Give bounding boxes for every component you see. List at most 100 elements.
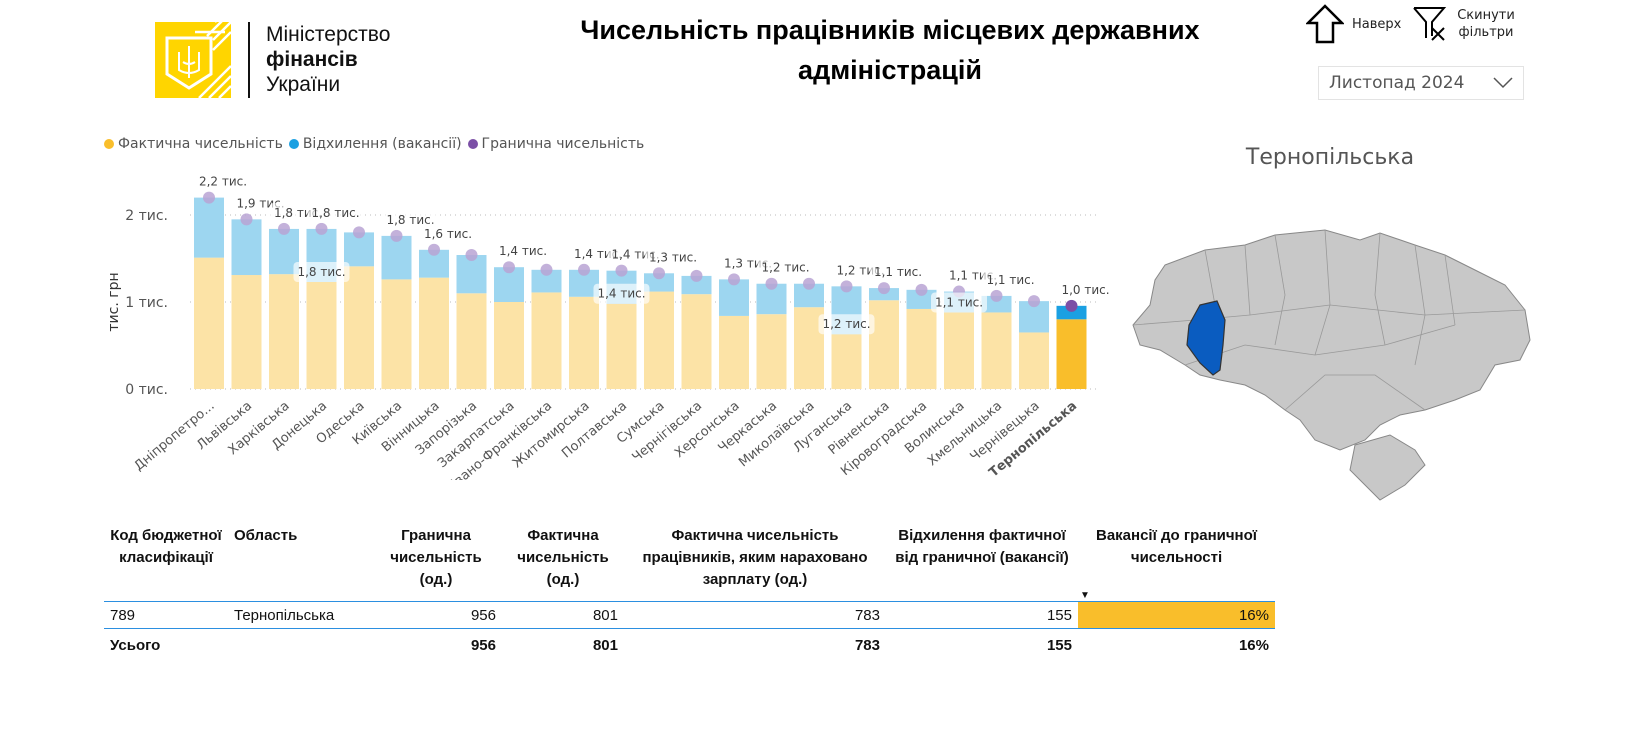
bar-vacancies: [231, 219, 262, 276]
ministry-name: Міністерство фінансів України: [266, 22, 390, 97]
data-label-bg: [757, 257, 814, 278]
legend-item-actual[interactable]: Фактична чисельність: [104, 136, 283, 152]
map-region-base[interactable]: [1132, 229, 1531, 451]
scroll-top-label: Наверх: [1352, 16, 1402, 32]
map-region-borders: [1132, 229, 1526, 411]
page-title: Чисельність працівників місцевих державн…: [580, 15, 1200, 85]
chevron-down-icon: [1493, 77, 1513, 89]
map-region-ternopilska[interactable]: [1186, 300, 1226, 376]
map-title: Тернопільська: [1245, 145, 1415, 170]
scroll-top-button[interactable]: Наверх: [1306, 4, 1401, 44]
col-limit[interactable]: Гранична чисельність (од.): [390, 527, 482, 588]
data-label: 1,1 тис.: [986, 273, 1034, 287]
data-label: 1,4 тис.: [499, 244, 547, 258]
col-actual[interactable]: Фактична чисельність (од.): [517, 527, 609, 588]
bar-vacancies: [194, 197, 224, 258]
bar-actual: [906, 308, 937, 389]
map-region-crimea[interactable]: [1349, 434, 1426, 501]
limit-marker: [878, 282, 890, 295]
data-label: 1,8 тис.: [297, 265, 345, 279]
bar-actual: [531, 292, 562, 389]
data-table: Код бюджетної класифікації Область Грани…: [104, 525, 1275, 658]
data-label-bg: [870, 262, 926, 283]
bar-actual: [269, 274, 299, 389]
data-label-bg: [982, 269, 1039, 290]
cell-paid: 783: [624, 601, 886, 629]
limit-marker: [915, 283, 928, 296]
reset-filters-button[interactable]: Скинути фільтри: [1412, 6, 1516, 42]
data-label-bg: [195, 171, 251, 192]
y-tick-label: 1 тис.: [125, 295, 168, 311]
limit-marker: [203, 191, 215, 204]
data-label: 2,2 тис.: [199, 175, 247, 189]
legend-item-vacancies[interactable]: Відхилення (вакансії): [288, 136, 462, 152]
logo-separator: [248, 22, 250, 98]
limit-marker: [465, 249, 478, 262]
bar-actual: [719, 315, 749, 389]
col-deviation[interactable]: Відхилення фактичної від граничної (вака…: [895, 527, 1069, 566]
legend-label-vacancies: Відхилення (вакансії): [302, 136, 462, 152]
ukraine-map: [1132, 229, 1531, 501]
limit-marker: [1065, 299, 1078, 312]
month-select[interactable]: Листопад 2024: [1318, 66, 1524, 100]
data-label: 1,2 тис.: [822, 317, 870, 331]
total-deviation: 155: [1046, 636, 1072, 654]
bar-vacancies: [719, 279, 749, 316]
logo-line-3: України: [266, 73, 341, 96]
y-tick-label: 2 тис.: [125, 208, 168, 224]
total-label: Усього: [110, 636, 161, 654]
data-label: 1,1 тис.: [935, 295, 983, 309]
bar-actual: [869, 300, 899, 389]
y-axis-title: тис. грн: [106, 272, 122, 331]
data-label: 1,1 тис.: [874, 265, 922, 279]
data-label: 1,8 тис.: [311, 206, 359, 220]
col-vacancy-pct-label: Вакансії до граничної чисельності: [1095, 527, 1257, 566]
data-label: 1,3 тис.: [649, 250, 697, 264]
bar-actual: [1056, 319, 1087, 389]
limit-marker: [240, 213, 253, 226]
bar-vacancies: [644, 273, 674, 292]
ministry-logo: [155, 5, 232, 99]
cell-actual: 801: [502, 601, 624, 629]
total-empty: [228, 629, 370, 659]
legend-label-actual: Фактична чисельність: [118, 136, 283, 152]
month-select-value: Листопад 2024: [1329, 73, 1465, 93]
bar-actual: [231, 275, 262, 389]
col-code[interactable]: Код бюджетної класифікації: [110, 527, 222, 566]
bar-vacancies: [456, 255, 487, 294]
limit-marker: [315, 222, 328, 235]
bar-actual: [756, 314, 787, 389]
data-label-bg: [931, 292, 987, 313]
bar-actual: [831, 334, 862, 389]
logo-line-1: Міністерство: [266, 23, 391, 46]
bar-vacancies: [906, 289, 937, 309]
data-label-bg: [1057, 279, 1110, 300]
legend-item-limit[interactable]: Гранична чисельність: [467, 136, 645, 152]
data-label-bg: [818, 314, 875, 335]
sort-desc-icon: ▼: [1080, 590, 1090, 601]
chart-legend: Фактична чисельність Відхилення (вакансі…: [104, 136, 644, 152]
data-label-bg: [307, 202, 364, 223]
limit-marker: [765, 277, 778, 290]
col-vacancy-pct[interactable]: Вакансії до граничної чисельності ▼: [1078, 525, 1275, 602]
data-label: 1,4 тис.: [597, 287, 645, 301]
total-vacancy-pct: 16%: [1238, 636, 1269, 654]
limit-marker: [503, 261, 515, 274]
limit-marker: [353, 226, 365, 239]
total-actual: 801: [592, 636, 618, 654]
table-row[interactable]: 789 Тернопільська 956 801 783 155 16%: [104, 601, 1275, 629]
table-total-row: Усього 956 801 783 155 16%: [104, 629, 1275, 659]
data-label-bg: [593, 283, 650, 304]
col-paid[interactable]: Фактична чисельність працівників, яким н…: [642, 527, 868, 588]
legend-label-limit: Гранична чисельність: [481, 136, 645, 152]
bar-actual: [606, 303, 637, 389]
data-label-bg: [293, 261, 350, 282]
legend-dot-actual: [104, 139, 114, 149]
arrow-up-icon: [1306, 4, 1344, 44]
bar-actual: [344, 266, 374, 389]
total-paid: 783: [854, 636, 880, 654]
col-region[interactable]: Область: [234, 527, 298, 544]
bar-actual: [569, 296, 599, 389]
limit-marker: [390, 229, 403, 242]
